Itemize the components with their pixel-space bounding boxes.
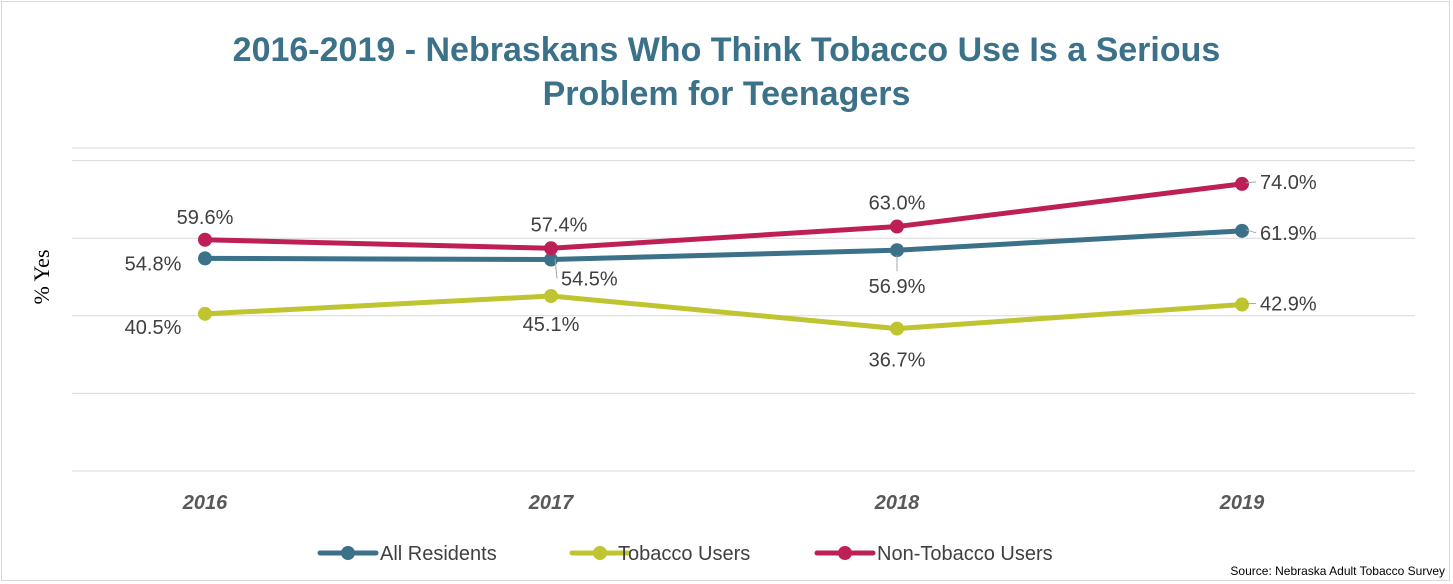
data-label-non-tobacco-users-2017: 57.4% <box>531 214 588 236</box>
x-tick-label-2018: 2018 <box>874 492 920 514</box>
data-point-all-residents-2018 <box>890 243 904 258</box>
legend-label-tobacco-users: Tobacco Users <box>618 543 750 565</box>
x-tick-label-2016: 2016 <box>182 492 228 514</box>
data-label-tobacco-users-2018: 36.7% <box>869 350 926 372</box>
data-point-non-tobacco-users-2019 <box>1235 176 1249 191</box>
legend-marker-tobacco-users <box>593 546 607 560</box>
legend-marker-non-tobacco-users <box>838 546 852 560</box>
leader-line-all-residents-2017 <box>554 258 558 279</box>
series-line-tobacco-users <box>202 293 1245 332</box>
data-label-all-residents-2018: 56.9% <box>869 276 926 298</box>
leader-line-all-residents-2019 <box>1245 229 1257 234</box>
data-point-all-residents-2016 <box>198 251 212 266</box>
data-label-all-residents-2019: 61.9% <box>1260 223 1317 245</box>
data-point-non-tobacco-users-2018 <box>890 219 904 234</box>
data-label-all-residents-2016: 54.8% <box>125 253 182 275</box>
leader-line-non-tobacco-users-2019 <box>1245 181 1257 184</box>
data-point-all-residents-2019 <box>1235 223 1249 238</box>
chart-title: 2016-2019 - Nebraskans Who Think Tobacco… <box>0 28 1453 116</box>
data-point-tobacco-users-2018 <box>890 321 904 336</box>
data-point-non-tobacco-users-2017 <box>544 241 558 256</box>
legend-marker-all-residents <box>341 546 355 560</box>
x-tick-label-2019: 2019 <box>1219 492 1265 514</box>
data-label-tobacco-users-2017: 45.1% <box>523 314 580 336</box>
legend-label-all-residents: All Residents <box>380 543 497 565</box>
data-point-tobacco-users-2016 <box>198 306 212 321</box>
legend-label-non-tobacco-users: Non-Tobacco Users <box>877 543 1053 565</box>
data-label-non-tobacco-users-2019: 74.0% <box>1260 172 1317 194</box>
data-point-tobacco-users-2019 <box>1235 297 1249 312</box>
data-label-non-tobacco-users-2016: 59.6% <box>177 207 234 229</box>
series-line-non-tobacco-users <box>202 181 1245 251</box>
series-line-all-residents <box>202 228 1245 263</box>
x-tick-label-2017: 2017 <box>528 492 574 514</box>
chart-title-line-2: Problem for Teenagers <box>542 75 911 113</box>
data-point-non-tobacco-users-2016 <box>198 232 212 247</box>
data-point-tobacco-users-2017 <box>544 289 558 304</box>
data-label-tobacco-users-2016: 40.5% <box>125 317 182 339</box>
data-label-tobacco-users-2019: 42.9% <box>1260 294 1317 316</box>
data-label-all-residents-2017: 54.5% <box>561 269 618 291</box>
data-label-non-tobacco-users-2018: 63.0% <box>869 193 926 215</box>
source-note: Source: Nebraska Adult Tobacco Survey <box>1230 564 1445 578</box>
chart-title-line-1: 2016-2019 - Nebraskans Who Think Tobacco… <box>232 31 1221 69</box>
data-point-all-residents-2017 <box>544 252 558 267</box>
